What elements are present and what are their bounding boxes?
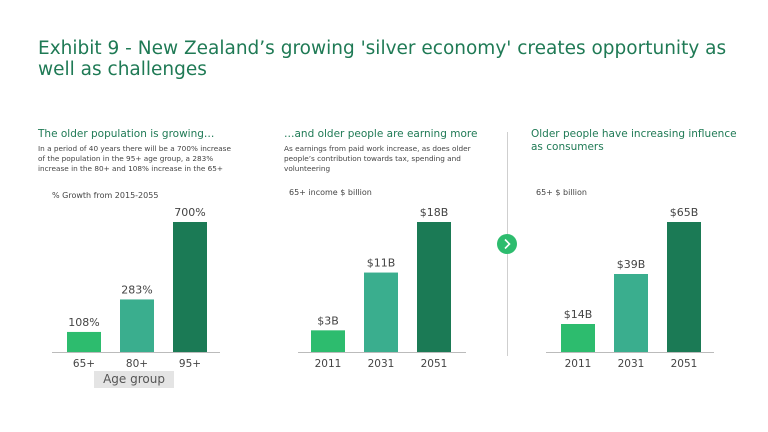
data-label: $65B bbox=[670, 206, 699, 219]
panel-heading: The older population is growing… bbox=[38, 128, 215, 140]
data-label: 108% bbox=[68, 316, 99, 329]
description-line: As earnings from paid work increase, as … bbox=[284, 144, 471, 153]
bar bbox=[614, 274, 648, 352]
exhibit-title: Exhibit 9 - New Zealand’s growing 'silve… bbox=[38, 38, 727, 80]
bar bbox=[311, 330, 345, 352]
bar bbox=[561, 324, 595, 352]
x-tick-label: 65+ bbox=[73, 358, 95, 370]
x-axis-title-box: Age group bbox=[94, 371, 174, 388]
bar bbox=[364, 272, 398, 352]
x-tick-label: 2031 bbox=[368, 358, 395, 370]
data-label: 283% bbox=[121, 283, 152, 296]
panel-heading: …and older people are earning more bbox=[284, 128, 478, 140]
description-line: volunteering bbox=[284, 164, 331, 173]
data-label: $11B bbox=[367, 257, 396, 270]
x-tick-label: 95+ bbox=[179, 358, 201, 370]
bar bbox=[120, 299, 154, 352]
measure-label: 65+ income $ billion bbox=[289, 188, 372, 197]
heading-line: as consumers bbox=[531, 141, 604, 153]
bar bbox=[67, 331, 101, 352]
description-line: In a period of 40 years there will be a … bbox=[38, 144, 231, 153]
panel-heading: Older people have increasing influence a… bbox=[531, 128, 737, 154]
x-axis-title: Age group bbox=[103, 372, 165, 386]
bar bbox=[417, 222, 451, 352]
description-line: people’s contribution towards tax, spend… bbox=[284, 154, 461, 163]
bar bbox=[173, 222, 207, 352]
data-label: $3B bbox=[317, 314, 339, 327]
data-label: 700% bbox=[174, 206, 205, 219]
x-tick-label: 2031 bbox=[618, 358, 645, 370]
x-tick-label: 2011 bbox=[315, 358, 342, 370]
x-tick-label: 2051 bbox=[421, 358, 448, 370]
x-tick-label: 80+ bbox=[126, 358, 148, 370]
data-label: $39B bbox=[617, 258, 646, 271]
x-tick-label: 2051 bbox=[671, 358, 698, 370]
next-button[interactable] bbox=[497, 234, 517, 254]
bar bbox=[667, 222, 701, 352]
panel-description: In a period of 40 years there will be a … bbox=[38, 144, 231, 174]
data-label: $18B bbox=[420, 206, 449, 219]
description-line: increase in the 80+ and 108% increase in… bbox=[38, 164, 224, 173]
heading-line: Older people have increasing influence bbox=[531, 128, 737, 140]
chevron-right-icon bbox=[504, 238, 511, 250]
description-line: of the population in the 95+ age group, … bbox=[38, 154, 214, 163]
x-tick-label: 2011 bbox=[565, 358, 592, 370]
data-label: $14B bbox=[564, 308, 593, 321]
measure-label: % Growth from 2015-2055 bbox=[52, 191, 159, 200]
measure-label: 65+ $ billion bbox=[536, 188, 587, 197]
panel-description: As earnings from paid work increase, as … bbox=[284, 144, 471, 174]
